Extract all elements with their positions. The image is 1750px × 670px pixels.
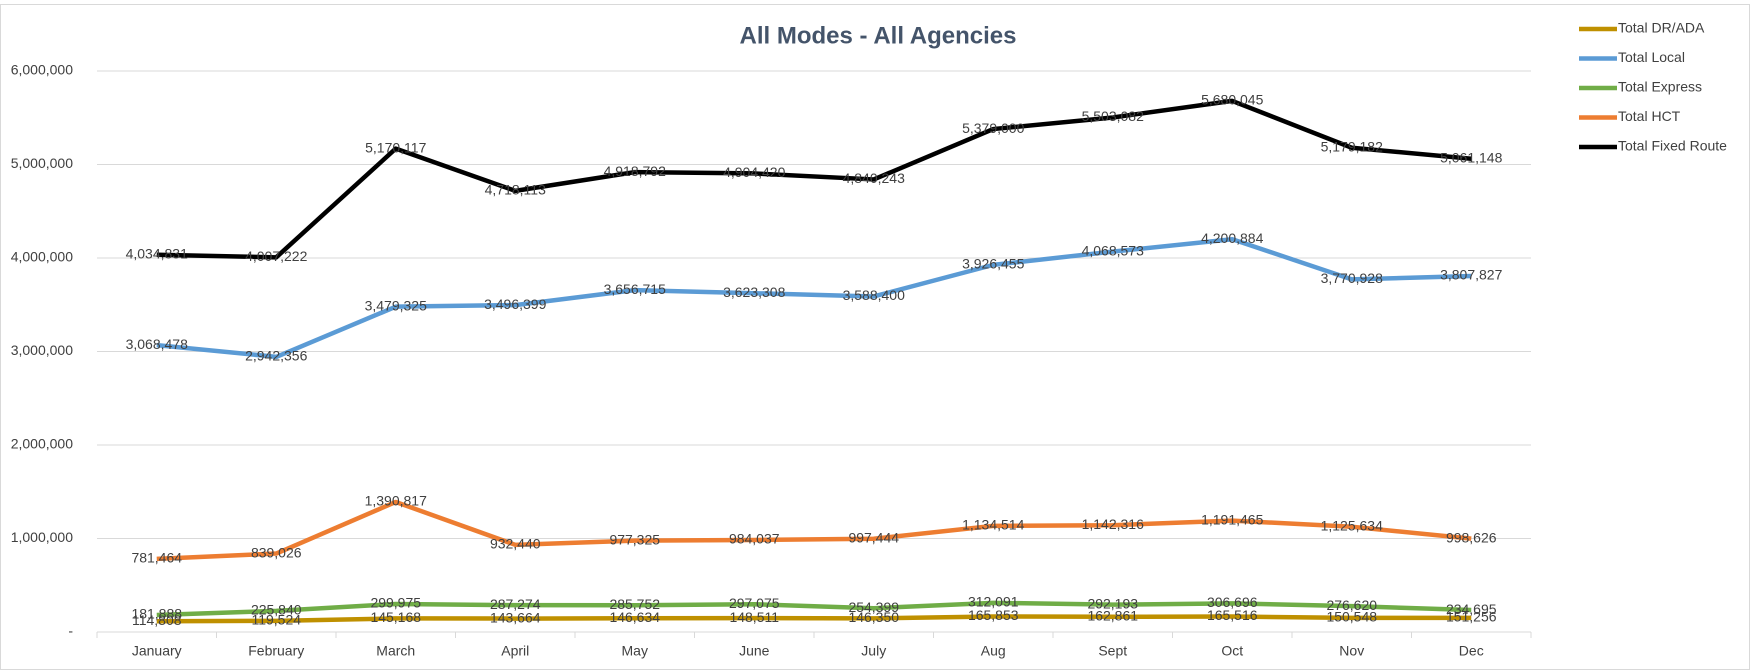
data-label: 151,256 — [1446, 609, 1497, 625]
chart-title: All Modes - All Agencies — [740, 22, 1017, 49]
data-label: 3,656,715 — [604, 281, 666, 297]
x-tick-label: Sept — [1098, 643, 1127, 659]
data-label: 143,664 — [490, 609, 541, 625]
data-label: 5,179,182 — [1321, 138, 1383, 154]
data-label: 998,626 — [1446, 529, 1497, 545]
data-label: 4,007,222 — [245, 248, 307, 264]
y-tick-label: 3,000,000 — [11, 342, 73, 358]
x-tick-label: Dec — [1459, 643, 1484, 659]
data-label: 225,840 — [251, 602, 302, 618]
legend-label: Total Local — [1618, 49, 1685, 65]
data-label: 3,588,400 — [843, 287, 905, 303]
y-tick-label: - — [68, 623, 73, 639]
data-label: 1,191,465 — [1201, 511, 1263, 527]
data-label: 299,975 — [370, 595, 421, 611]
data-label: 285,752 — [609, 596, 660, 612]
x-tick-label: June — [739, 643, 770, 659]
data-label: 114,808 — [132, 612, 182, 628]
data-label: 1,134,514 — [962, 517, 1024, 533]
series-line — [156, 499, 1472, 562]
data-label: 165,516 — [1207, 607, 1258, 623]
data-label: 3,926,455 — [962, 256, 1024, 272]
data-label: 1,142,316 — [1082, 516, 1144, 532]
data-label: 4,068,573 — [1082, 242, 1144, 258]
y-tick-label: 6,000,000 — [11, 62, 73, 78]
data-label: 4,904,420 — [723, 164, 785, 180]
data-label: 3,623,308 — [723, 284, 785, 300]
data-label: 932,440 — [490, 536, 541, 552]
data-label: 3,807,827 — [1440, 267, 1502, 283]
data-label: 4,918,792 — [604, 163, 666, 179]
x-tick-label: February — [248, 643, 304, 659]
x-tick-label: January — [132, 643, 182, 659]
x-tick-label: Oct — [1221, 643, 1243, 659]
data-label: 287,274 — [490, 596, 541, 612]
data-label: 234,695 — [1446, 601, 1497, 617]
series-line — [156, 236, 1472, 360]
series-line — [156, 98, 1472, 260]
x-tick-label: July — [861, 643, 886, 659]
data-label: 984,037 — [729, 531, 780, 547]
legend-label: Total Express — [1618, 79, 1702, 95]
chart-border — [0, 4, 1750, 670]
data-label: 781,464 — [131, 550, 182, 566]
data-label: 148,511 — [729, 609, 779, 625]
data-label: 146,634 — [609, 609, 660, 625]
data-label: 5,061,148 — [1440, 149, 1502, 165]
data-label: 162,861 — [1087, 607, 1138, 623]
data-label: 4,718,113 — [485, 182, 546, 198]
legend-label: Total HCT — [1618, 108, 1681, 124]
data-label: 3,068,478 — [126, 336, 188, 352]
data-label: 4,200,884 — [1201, 230, 1263, 246]
data-label: 2,942,356 — [245, 348, 307, 364]
data-label: 3,496,399 — [484, 296, 546, 312]
data-label: 312,091 — [968, 594, 1019, 610]
data-label: 150,548 — [1326, 609, 1377, 625]
data-label: 4,840,243 — [843, 170, 905, 186]
data-label: 165,853 — [968, 607, 1019, 623]
legend-label: Total DR/ADA — [1618, 20, 1705, 36]
data-label: 977,325 — [609, 531, 660, 547]
y-tick-label: 2,000,000 — [11, 436, 73, 452]
data-label: 292,193 — [1087, 595, 1138, 611]
data-label: 119,524 — [251, 612, 301, 628]
data-label: 5,379,000 — [962, 120, 1024, 136]
data-label: 4,034,831 — [126, 245, 188, 261]
y-tick-label: 4,000,000 — [11, 249, 73, 265]
data-label: 5,503,082 — [1082, 108, 1144, 124]
data-label: 5,680,045 — [1201, 92, 1263, 108]
x-tick-label: Aug — [981, 643, 1006, 659]
series-line — [156, 600, 1472, 618]
x-tick-label: March — [376, 643, 415, 659]
legend: Total DR/ADA Total Local Total Express Tota… — [1579, 20, 1727, 154]
data-label: 5,170,117 — [365, 139, 426, 155]
y-tick-label: 5,000,000 — [11, 155, 73, 171]
x-tick-label: May — [622, 643, 648, 659]
legend-label: Total Fixed Route — [1618, 138, 1727, 154]
data-label: 145,168 — [370, 609, 421, 625]
data-label: 1,125,634 — [1321, 517, 1383, 533]
data-label: 146,350 — [848, 609, 899, 625]
x-tick-label: Nov — [1339, 643, 1364, 659]
data-label: 1,390,817 — [365, 493, 427, 509]
data-label: 306,696 — [1207, 594, 1258, 610]
data-label: 276,620 — [1326, 597, 1377, 613]
data-label: 297,075 — [729, 595, 780, 611]
series-line — [156, 614, 1472, 624]
y-tick-label: 1,000,000 — [11, 529, 73, 545]
data-label: 997,444 — [848, 529, 899, 545]
data-label: 839,026 — [251, 544, 302, 560]
data-label: 181,888 — [131, 606, 182, 622]
data-label: 254,399 — [848, 599, 899, 615]
data-label: 3,770,928 — [1321, 270, 1383, 286]
data-label: 3,479,325 — [365, 297, 427, 313]
x-tick-label: April — [501, 643, 529, 659]
